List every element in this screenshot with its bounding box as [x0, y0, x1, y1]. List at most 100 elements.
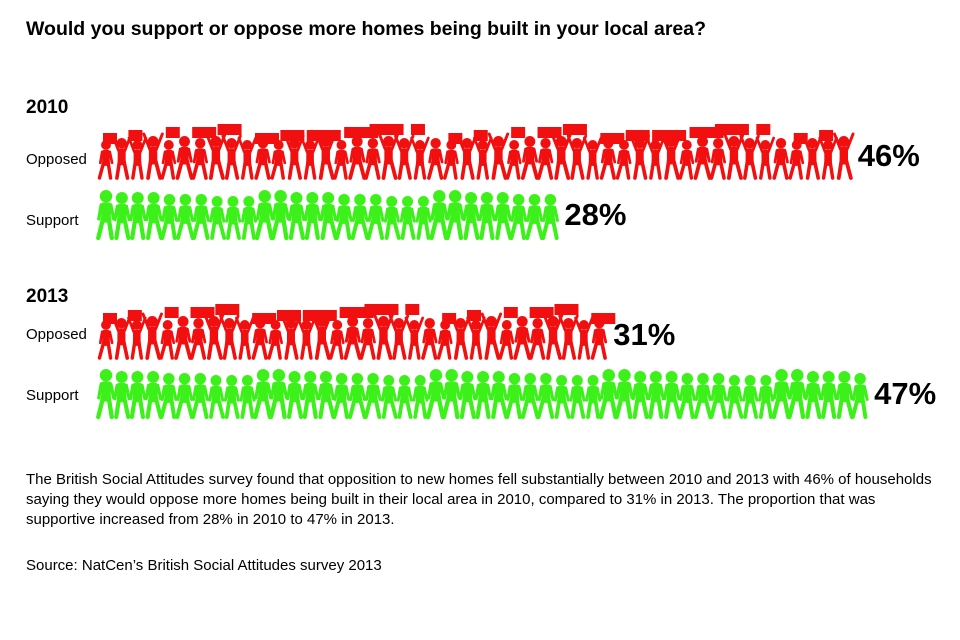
person-figure [410, 136, 430, 180]
person-figure [525, 194, 544, 240]
person-figure [678, 373, 696, 419]
chart-title: Would you support or oppose more homes b… [26, 18, 707, 40]
protest-sign [405, 304, 420, 315]
person-figure [520, 373, 540, 419]
person-figure [758, 375, 775, 419]
person-figure [505, 140, 522, 180]
person-figure [280, 314, 302, 360]
protest-sign [190, 307, 215, 318]
person-figure [509, 194, 528, 240]
person-figure [569, 375, 586, 419]
protest-sign [714, 124, 749, 135]
person-figure [466, 316, 486, 360]
person-figure [254, 190, 275, 241]
protest-sign [529, 307, 554, 318]
protest-sign [689, 127, 724, 138]
row-label-2010-opposed: Opposed [26, 151, 87, 168]
person-figure [129, 192, 147, 241]
protest-sign [652, 130, 687, 141]
person-figure [441, 369, 461, 420]
protest-sign [503, 307, 518, 318]
person-figure [645, 136, 666, 180]
protest-sign [306, 130, 341, 141]
person-figure [268, 369, 289, 420]
person-figure [520, 136, 539, 180]
person-figure [176, 194, 195, 240]
person-figure [175, 136, 194, 180]
person-figure [284, 134, 305, 180]
person-figure [144, 371, 163, 420]
person-figure [574, 316, 594, 360]
person-figure [631, 371, 650, 420]
crowd-2013-support [96, 369, 869, 420]
person-figure [802, 134, 823, 180]
protest-sign [103, 313, 117, 324]
person-figure [128, 371, 147, 420]
person-figure [96, 190, 116, 241]
protest-sign [537, 127, 562, 138]
person-figure [558, 314, 579, 360]
value-label-2013-support: 47% [874, 376, 937, 411]
row-label-2013-opposed: Opposed [26, 326, 87, 343]
person-figure [296, 316, 317, 360]
person-figure [474, 371, 493, 420]
person-figure [629, 134, 650, 180]
person-figure [709, 138, 727, 180]
person-figure [755, 136, 776, 180]
crowd-2010-support [96, 190, 559, 241]
person-figure [399, 196, 416, 240]
person-figure [585, 375, 602, 419]
person-figure [788, 140, 805, 180]
person-figure [566, 134, 588, 180]
protest-sign [591, 313, 616, 324]
protest-sign [625, 130, 650, 141]
person-figure [303, 192, 322, 241]
person-figure [142, 132, 164, 180]
person-figure [553, 375, 571, 419]
person-figure [97, 140, 114, 180]
protest-sign [473, 130, 488, 141]
person-figure [615, 140, 632, 180]
person-figure [219, 314, 240, 360]
source-text: Source: NatCen’s British Social Attitude… [26, 557, 382, 574]
person-figure [175, 373, 194, 419]
person-figure [311, 312, 333, 360]
person-figure [127, 136, 148, 180]
person-figure [350, 194, 370, 240]
person-figure [359, 318, 376, 360]
person-figure [772, 138, 789, 180]
protest-sign [819, 130, 834, 141]
person-figure [270, 190, 290, 241]
person-figure [456, 134, 478, 180]
person-figure [381, 375, 398, 419]
person-figure [159, 373, 178, 419]
person-figure [425, 369, 446, 420]
person-figure [241, 196, 258, 240]
person-figure [726, 375, 744, 419]
crowd-2013-opposed [97, 304, 616, 360]
person-figure [541, 194, 559, 240]
person-figure [550, 132, 572, 180]
protest-sign [302, 310, 337, 321]
protest-sign [165, 127, 180, 138]
protest-sign [254, 133, 279, 144]
person-figure [300, 136, 320, 180]
person-figure [189, 318, 207, 360]
person-figure [111, 134, 132, 180]
person-figure [160, 194, 179, 240]
person-figure [388, 314, 410, 360]
person-figure [377, 132, 400, 180]
person-figure [536, 138, 554, 180]
crowd-2010-opposed [97, 124, 855, 180]
person-figure [239, 375, 256, 419]
value-label-2010-support: 28% [564, 197, 627, 232]
protest-sign [103, 133, 117, 144]
person-figure [333, 140, 349, 180]
person-figure [835, 371, 854, 420]
person-figure [833, 132, 855, 180]
protest-sign [442, 313, 457, 324]
person-figure [319, 192, 338, 241]
person-figure [235, 316, 255, 360]
person-figure [237, 136, 257, 180]
protest-sign [369, 124, 404, 135]
